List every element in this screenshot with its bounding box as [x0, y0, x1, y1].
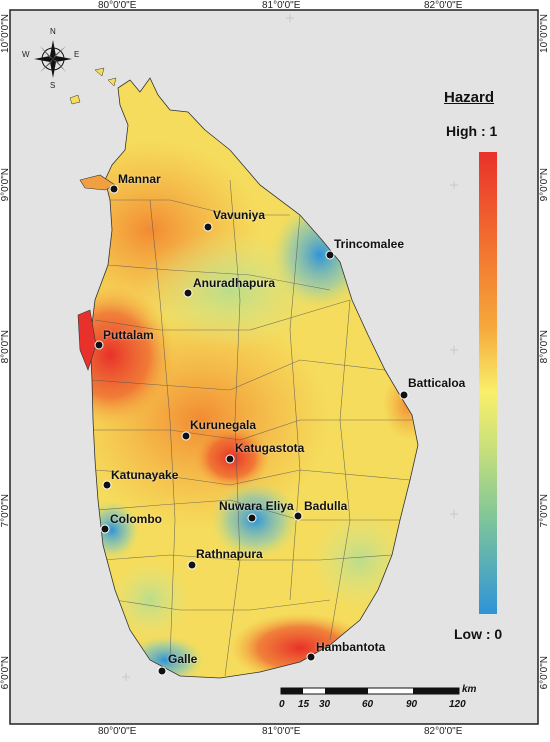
city-label-vavuniya: Vavuniya [213, 208, 266, 222]
compass-w: W [22, 50, 30, 59]
city-label-rathnapura: Rathnapura [196, 547, 263, 561]
city-marker-katugastota [225, 454, 235, 464]
compass-e: E [74, 50, 80, 59]
bottom-tick-80: 80°0'0"E [98, 726, 137, 737]
city-marker-mannar [109, 184, 119, 194]
city-marker-colombo [100, 524, 110, 534]
city-label-badulla: Badulla [304, 499, 348, 513]
compass-s: S [50, 81, 56, 90]
city-label-kurunegala: Kurunegala [190, 418, 257, 432]
scale-tick-120: 120 [449, 699, 466, 710]
bottom-tick-81: 81°0'0"E [262, 726, 301, 737]
city-marker-vavuniya [203, 222, 213, 232]
scale-tick-15: 15 [298, 699, 310, 710]
top-tick-82: 82°0'0"E [424, 0, 463, 11]
left-tick-8: 8°0'0"N [0, 330, 11, 364]
city-marker-hambantota [306, 652, 316, 662]
compass-n: N [50, 27, 56, 36]
city-label-anuradhapura: Anuradhapura [193, 276, 276, 290]
city-marker-badulla [293, 511, 303, 521]
city-label-mannar: Mannar [118, 172, 161, 186]
scale-tick-0: 0 [279, 699, 285, 710]
scale-tick-90: 90 [406, 699, 418, 710]
city-marker-rathnapura [187, 560, 197, 570]
city-marker-katunayake [102, 480, 112, 490]
legend-title: Hazard [444, 89, 495, 106]
city-label-galle: Galle [168, 652, 198, 666]
city-label-puttalam: Puttalam [103, 328, 154, 342]
right-tick-7: 7°0'0"N [539, 494, 550, 528]
city-marker-puttalam [94, 340, 104, 350]
city-marker-anuradhapura [183, 288, 193, 298]
top-tick-80: 80°0'0"E [98, 0, 137, 11]
city-label-katunayake: Katunayake [111, 468, 179, 482]
bottom-tick-82: 82°0'0"E [424, 726, 463, 737]
right-tick-6: 6°0'0"N [539, 656, 550, 690]
city-label-colombo: Colombo [110, 512, 162, 526]
legend-low-label: Low : 0 [454, 626, 503, 642]
legend-color-ramp [479, 152, 497, 614]
left-tick-7: 7°0'0"N [0, 494, 11, 528]
left-tick-6: 6°0'0"N [0, 656, 11, 690]
city-marker-batticaloa [399, 390, 409, 400]
right-tick-10: 10°0'0"N [539, 14, 550, 53]
scale-unit: km [462, 684, 477, 695]
kalpitiya-spit [77, 309, 97, 371]
scale-tick-60: 60 [362, 699, 374, 710]
legend-high-label: High : 1 [446, 123, 498, 139]
scale-bar [280, 687, 460, 695]
city-label-trincomalee: Trincomalee [334, 237, 405, 251]
left-tick-9: 9°0'0"N [0, 168, 11, 202]
city-marker-trincomalee [325, 250, 335, 260]
city-marker-galle [157, 666, 167, 676]
city-label-nuwara-eliya: Nuwara Eliya [219, 499, 294, 513]
scale-tick-30: 30 [319, 699, 331, 710]
city-label-batticaloa: Batticaloa [408, 376, 466, 390]
coastline [89, 77, 419, 679]
city-marker-nuwara-eliya [247, 513, 257, 523]
right-tick-8: 8°0'0"N [539, 330, 550, 364]
city-marker-kurunegala [181, 431, 191, 441]
city-label-katugastota: Katugastota [235, 441, 305, 455]
top-tick-81: 81°0'0"E [262, 0, 301, 11]
city-label-hambantota: Hambantota [316, 640, 386, 654]
right-tick-9: 9°0'0"N [539, 168, 550, 202]
compass-rose-icon [34, 40, 72, 78]
left-tick-10: 10°0'0"N [0, 14, 11, 53]
